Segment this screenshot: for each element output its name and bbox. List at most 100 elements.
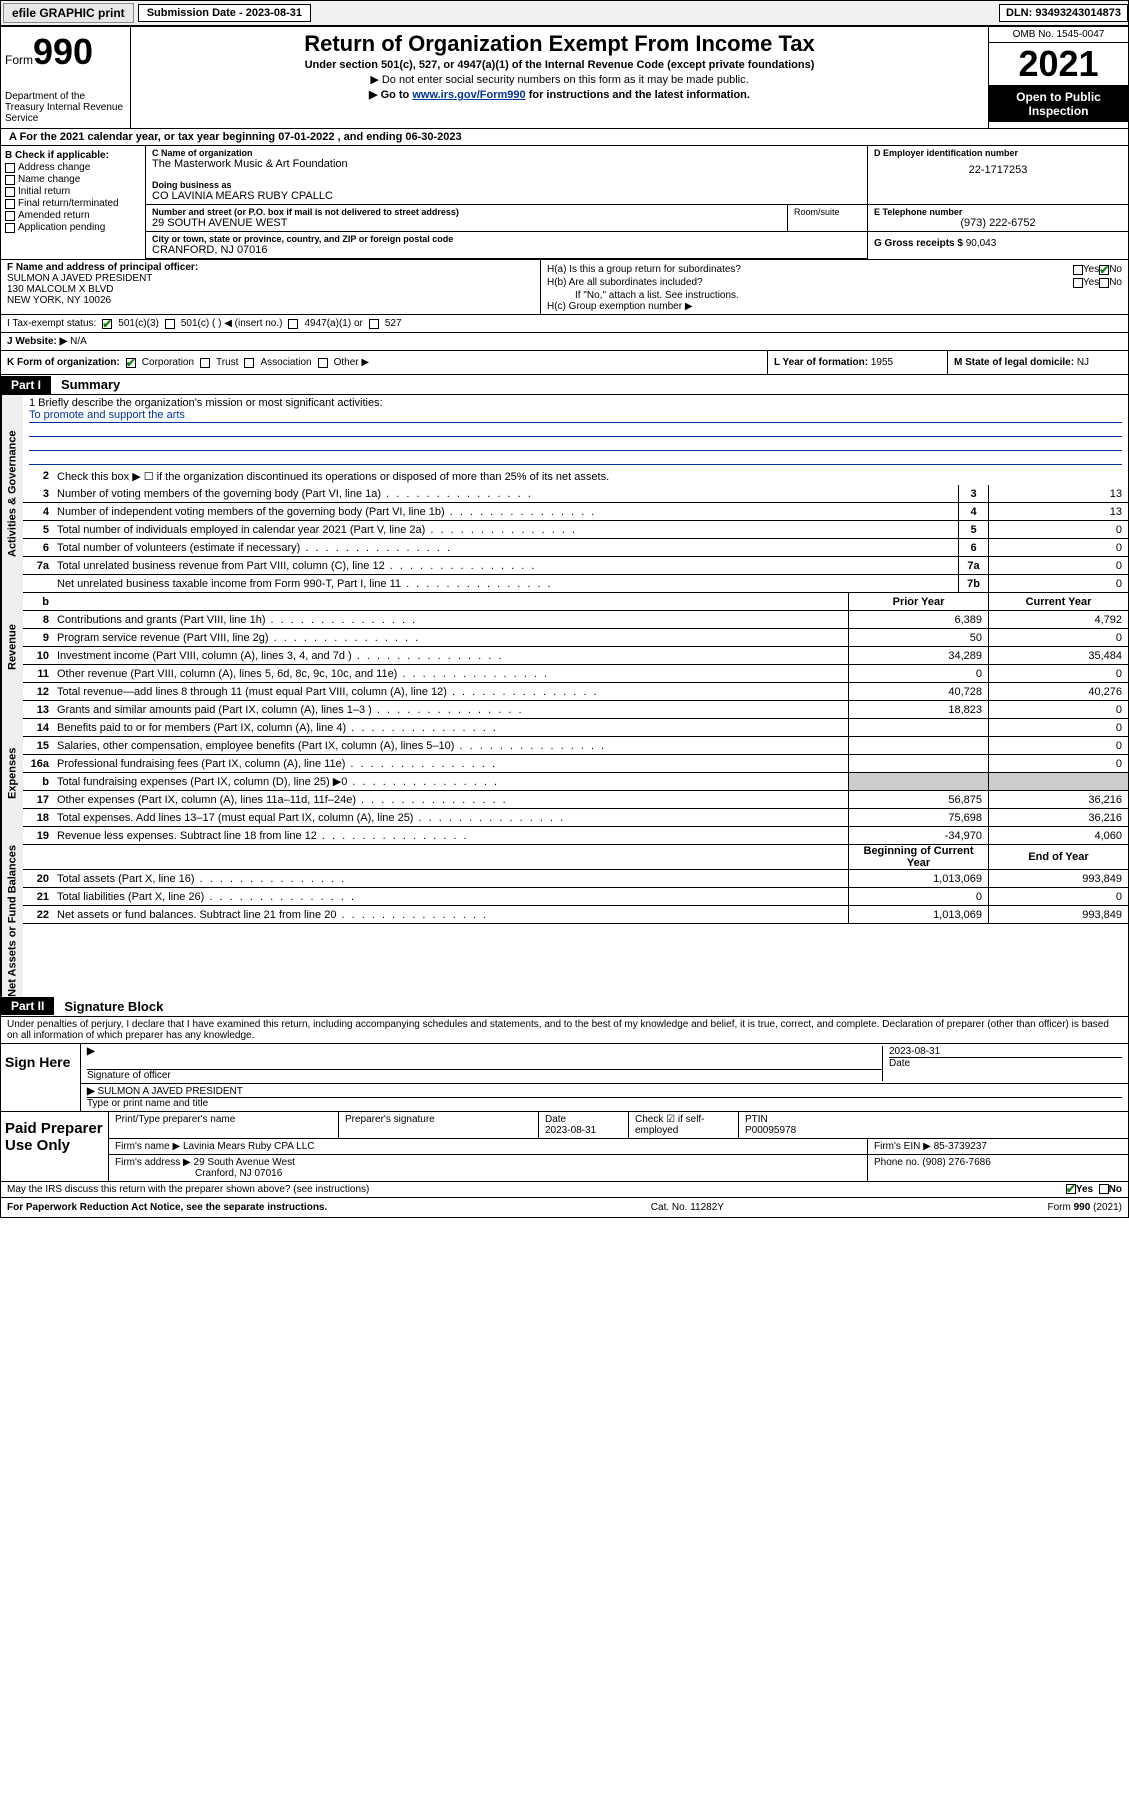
tab-governance: Activities & Governance: [1, 395, 23, 593]
m-domicile: M State of legal domicile: NJ: [948, 351, 1128, 374]
ha-no[interactable]: [1099, 265, 1109, 275]
data-line: 20Total assets (Part X, line 16)1,013,06…: [23, 870, 1128, 888]
chk-501c[interactable]: [165, 319, 175, 329]
chk-assoc[interactable]: [244, 358, 254, 368]
gross-receipts-value: 90,043: [966, 238, 997, 249]
firm-address: Firm's address ▶ 29 South Avenue WestCra…: [109, 1155, 868, 1181]
form-frame: Form990 Department of the Treasury Inter…: [0, 26, 1129, 1218]
form-number: 990: [33, 31, 93, 72]
data-line: 17Other expenses (Part IX, column (A), l…: [23, 791, 1128, 809]
form-title: Return of Organization Exempt From Incom…: [135, 31, 984, 57]
tab-net-assets: Net Assets or Fund Balances: [1, 845, 23, 997]
row-i-status: I Tax-exempt status: 501(c)(3) 501(c) ( …: [1, 315, 1128, 333]
tab-revenue: Revenue: [1, 593, 23, 701]
col-b-checkboxes: B Check if applicable: Address change Na…: [1, 146, 146, 259]
ein-box: D Employer identification number 22-1717…: [868, 146, 1128, 204]
declaration-text: Under penalties of perjury, I declare th…: [1, 1017, 1128, 1044]
prep-ptin: PTINP00095978: [739, 1112, 1128, 1138]
data-line: 10Investment income (Part VIII, column (…: [23, 647, 1128, 665]
paid-preparer-block: Paid Preparer Use Only Print/Type prepar…: [1, 1112, 1128, 1182]
row-a-period: A For the 2021 calendar year, or tax yea…: [1, 129, 1128, 146]
org-dba: CO LAVINIA MEARS RUBY CPALLC: [152, 190, 861, 202]
subtitle-1: Under section 501(c), 527, or 4947(a)(1)…: [135, 59, 984, 71]
subtitle-3: ▶ Go to www.irs.gov/Form990 for instruct…: [135, 88, 984, 101]
footer-right: Form 990 (2021): [1048, 1202, 1122, 1213]
tab-expenses: Expenses: [1, 701, 23, 845]
chk-corp[interactable]: [126, 358, 136, 368]
telephone-value: (973) 222-6752: [874, 217, 1122, 229]
firm-name: Firm's name ▶ Lavinia Mears Ruby CPA LLC: [109, 1139, 868, 1154]
gov-line: Net unrelated business taxable income fr…: [23, 575, 1128, 593]
tax-year: 2021: [989, 43, 1128, 86]
hb-no[interactable]: [1099, 278, 1109, 288]
prep-selfemp: Check ☑ if self-employed: [629, 1112, 739, 1138]
section-revenue: Revenue b Prior Year Current Year 8Contr…: [1, 593, 1128, 701]
header-left: Form990 Department of the Treasury Inter…: [1, 27, 131, 128]
gross-receipts-box: G Gross receipts $ 90,043: [868, 232, 1128, 259]
gov-line: 7aTotal unrelated business revenue from …: [23, 557, 1128, 575]
chk-527[interactable]: [369, 319, 379, 329]
section-net-assets: Net Assets or Fund Balances Beginning of…: [1, 845, 1128, 997]
data-line: 12Total revenue—add lines 8 through 11 (…: [23, 683, 1128, 701]
chk-address-change[interactable]: [5, 163, 15, 173]
chk-final-return[interactable]: [5, 199, 15, 209]
officer-box: F Name and address of principal officer:…: [1, 260, 541, 314]
sig-date: 2023-08-31: [889, 1046, 1122, 1057]
chk-trust[interactable]: [200, 358, 210, 368]
telephone-box: E Telephone number (973) 222-6752: [868, 205, 1128, 231]
officer-addr1: 130 MALCOLM X BLVD: [7, 284, 534, 295]
part-i-header: Part I Summary: [1, 375, 1128, 395]
row-j-website: J Website: ▶ N/A: [1, 333, 1128, 351]
block-bc: B Check if applicable: Address change Na…: [1, 146, 1128, 260]
row-klm: K Form of organization: Corporation Trus…: [1, 351, 1128, 375]
header: Form990 Department of the Treasury Inter…: [1, 27, 1128, 129]
chk-name-change[interactable]: [5, 175, 15, 185]
discuss-row: May the IRS discuss this return with the…: [1, 1182, 1128, 1198]
chk-other[interactable]: [318, 358, 328, 368]
submission-date: Submission Date - 2023-08-31: [138, 4, 311, 22]
hb-yes[interactable]: [1073, 278, 1083, 288]
b-label: B Check if applicable:: [5, 150, 141, 161]
instructions-link[interactable]: www.irs.gov/Form990: [412, 89, 525, 101]
ein-value: 22-1717253: [874, 158, 1122, 182]
end-year-hdr: End of Year: [988, 845, 1128, 869]
l-year-formation: L Year of formation: 1955: [768, 351, 948, 374]
header-mid: Return of Organization Exempt From Incom…: [131, 27, 988, 128]
sig-name: SULMON A JAVED PRESIDENT: [97, 1086, 242, 1097]
ha-yes[interactable]: [1073, 265, 1083, 275]
chk-amended[interactable]: [5, 211, 15, 221]
k-form-org: K Form of organization: Corporation Trus…: [1, 351, 768, 374]
data-line: bTotal fundraising expenses (Part IX, co…: [23, 773, 1128, 791]
data-line: 13Grants and similar amounts paid (Part …: [23, 701, 1128, 719]
form-label: Form: [5, 53, 33, 67]
prior-year-hdr: Prior Year: [848, 593, 988, 610]
footer-left: For Paperwork Reduction Act Notice, see …: [7, 1202, 327, 1213]
dln: DLN: 93493243014873: [999, 4, 1128, 22]
sign-here-block: Sign Here ▶Signature of officer 2023-08-…: [1, 1044, 1128, 1112]
topbar: efile GRAPHIC print Submission Date - 20…: [0, 0, 1129, 26]
city-value: CRANFORD, NJ 07016: [152, 244, 861, 256]
data-line: 21Total liabilities (Part X, line 26)00: [23, 888, 1128, 906]
discuss-no[interactable]: [1099, 1184, 1109, 1194]
hc-label: H(c) Group exemption number ▶: [547, 301, 1122, 312]
officer-addr2: NEW YORK, NY 10026: [7, 295, 534, 306]
footer: For Paperwork Reduction Act Notice, see …: [1, 1198, 1128, 1217]
cat-no: Cat. No. 11282Y: [327, 1202, 1047, 1213]
efile-button[interactable]: efile GRAPHIC print: [3, 3, 134, 23]
part-ii-header: Part II Signature Block: [1, 997, 1128, 1017]
chk-initial-return[interactable]: [5, 187, 15, 197]
data-line: 11Other revenue (Part VIII, column (A), …: [23, 665, 1128, 683]
discuss-yes[interactable]: [1066, 1184, 1076, 1194]
data-line: 22Net assets or fund balances. Subtract …: [23, 906, 1128, 924]
data-line: 19Revenue less expenses. Subtract line 1…: [23, 827, 1128, 845]
year-header: b Prior Year Current Year: [23, 593, 1128, 611]
org-name: The Masterwork Music & Art Foundation: [152, 158, 861, 170]
block-fh: F Name and address of principal officer:…: [1, 260, 1128, 315]
data-line: 8Contributions and grants (Part VIII, li…: [23, 611, 1128, 629]
chk-4947[interactable]: [288, 319, 298, 329]
chk-app-pending[interactable]: [5, 223, 15, 233]
prep-date: Date2023-08-31: [539, 1112, 629, 1138]
chk-501c3[interactable]: [102, 319, 112, 329]
firm-phone: Phone no. (908) 276-7686: [868, 1155, 1128, 1181]
gov-line: 5Total number of individuals employed in…: [23, 521, 1128, 539]
